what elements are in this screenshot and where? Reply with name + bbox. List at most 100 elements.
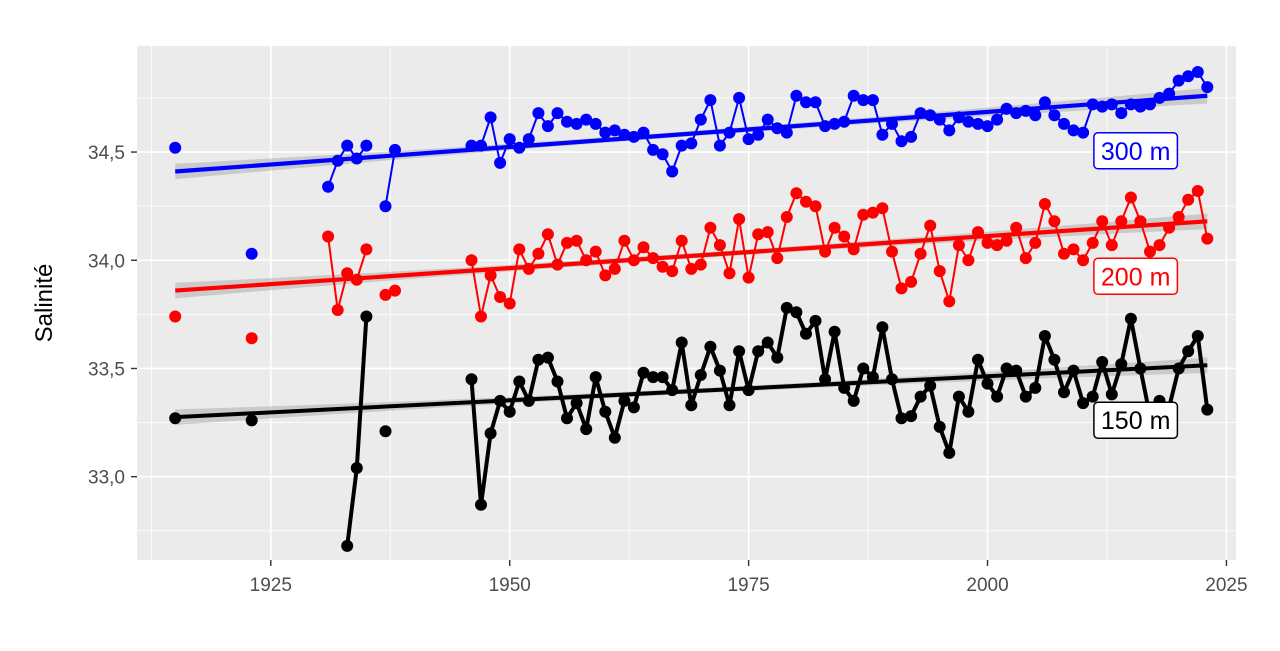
data-point-200-m	[350, 273, 363, 286]
data-point-300-m	[981, 120, 994, 133]
data-point-150-m	[685, 399, 698, 412]
data-point-150-m	[905, 410, 918, 423]
data-point-300-m	[627, 130, 640, 143]
data-point-200-m	[618, 234, 631, 247]
data-point-300-m	[513, 141, 526, 154]
data-point-300-m	[589, 117, 602, 130]
data-point-200-m	[1058, 247, 1070, 260]
data-point-300-m	[1000, 102, 1013, 115]
series-label-300-m: 300 m	[1093, 132, 1179, 170]
data-point-300-m	[675, 139, 688, 152]
data-point-300-m	[952, 111, 965, 124]
data-point-150-m	[895, 412, 908, 425]
data-point-300-m	[1115, 107, 1128, 120]
data-point-150-m	[1191, 330, 1204, 342]
data-point-200-m	[551, 258, 564, 271]
data-point-300-m	[484, 111, 497, 124]
data-point-200-m	[924, 219, 937, 232]
data-point-300-m	[1144, 98, 1156, 111]
data-point-150-m	[838, 381, 851, 394]
data-point-200-m	[245, 332, 258, 345]
data-point-300-m	[924, 109, 937, 122]
data-point-150-m	[599, 405, 612, 418]
data-point-300-m	[551, 107, 564, 120]
data-point-300-m	[608, 124, 621, 137]
data-point-200-m	[752, 228, 765, 241]
data-point-200-m	[694, 258, 707, 271]
data-point-150-m	[1000, 362, 1013, 375]
data-point-200-m	[1067, 243, 1080, 256]
data-point-300-m	[1029, 109, 1042, 122]
data-point-150-m	[1201, 403, 1214, 416]
series-label-box	[1093, 401, 1179, 439]
data-point-150-m	[647, 371, 660, 384]
data-point-300-m	[1019, 104, 1032, 117]
data-point-150-m	[1096, 356, 1109, 368]
data-point-200-m	[886, 245, 898, 258]
data-point-200-m	[1124, 191, 1137, 204]
data-point-300-m	[933, 113, 946, 126]
data-point-300-m	[245, 247, 258, 260]
data-point-200-m	[627, 254, 640, 267]
y-tick-label: 33,0	[88, 468, 125, 489]
trend-line-300-m	[175, 93, 1208, 174]
data-point-300-m	[1077, 126, 1090, 139]
data-point-200-m	[666, 265, 679, 278]
data-point-200-m	[1086, 236, 1099, 249]
y-axis-title: Salinité	[31, 264, 58, 343]
data-point-300-m	[694, 113, 707, 126]
data-point-150-m	[771, 351, 784, 364]
data-point-200-m	[1077, 254, 1090, 267]
data-point-200-m	[1201, 232, 1214, 245]
data-point-200-m	[1000, 234, 1013, 247]
data-point-300-m	[866, 94, 879, 107]
data-point-150-m	[866, 371, 879, 384]
data-point-300-m	[1201, 81, 1214, 94]
data-point-200-m	[761, 226, 774, 239]
data-point-300-m	[465, 139, 478, 152]
data-point-300-m	[1105, 98, 1118, 111]
data-point-300-m	[752, 128, 765, 141]
data-point-200-m	[933, 265, 946, 278]
data-point-300-m	[379, 200, 392, 213]
data-point-200-m	[561, 236, 573, 249]
data-point-150-m	[532, 353, 545, 366]
data-point-200-m	[857, 208, 870, 221]
data-point-150-m	[484, 427, 497, 440]
data-point-300-m	[1048, 109, 1061, 122]
data-point-200-m	[866, 206, 879, 219]
data-point-150-m	[1115, 358, 1128, 371]
data-point-200-m	[360, 243, 373, 256]
data-point-150-m	[637, 366, 650, 379]
data-point-150-m	[752, 345, 765, 358]
data-point-200-m	[1038, 198, 1051, 210]
data-point-300-m	[838, 115, 851, 128]
data-point-200-m	[1029, 236, 1042, 249]
data-point-150-m	[761, 336, 774, 349]
data-point-200-m	[713, 239, 726, 252]
data-point-200-m	[379, 288, 392, 301]
data-point-150-m	[1077, 397, 1090, 410]
data-point-300-m	[1058, 117, 1070, 130]
data-point-150-m	[341, 539, 354, 552]
data-point-200-m	[503, 297, 516, 310]
data-point-150-m	[1105, 388, 1118, 401]
data-point-300-m	[341, 139, 354, 152]
data-point-300-m	[1182, 70, 1195, 83]
data-point-200-m	[838, 230, 851, 243]
data-point-200-m	[1163, 221, 1176, 234]
data-point-300-m	[847, 89, 860, 102]
data-point-150-m	[608, 431, 621, 444]
data-point-150-m	[1182, 345, 1195, 358]
data-point-150-m	[713, 364, 726, 377]
data-point-300-m	[522, 133, 535, 146]
data-point-200-m	[1153, 239, 1166, 252]
data-point-200-m	[704, 221, 717, 234]
data-point-300-m	[991, 113, 1004, 126]
data-point-300-m	[828, 117, 841, 130]
data-point-150-m	[723, 399, 736, 412]
data-point-200-m	[475, 310, 487, 323]
data-point-300-m	[1086, 98, 1099, 111]
data-point-300-m	[914, 107, 927, 120]
data-point-150-m	[972, 353, 984, 366]
